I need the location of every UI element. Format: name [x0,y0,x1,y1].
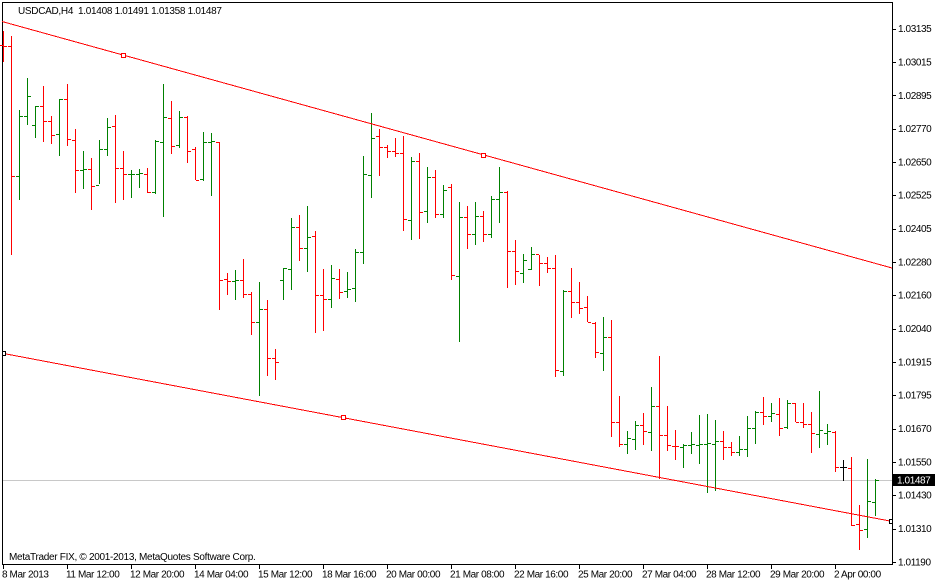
svg-text:1.01795: 1.01795 [898,391,932,402]
svg-text:18 Mar 16:00: 18 Mar 16:00 [322,569,377,580]
svg-text:1.02770: 1.02770 [898,124,932,135]
svg-text:20 Mar 00:00: 20 Mar 00:00 [386,569,441,580]
svg-text:1.01487: 1.01487 [897,476,931,487]
svg-text:1.02650: 1.02650 [898,157,932,168]
svg-text:1.01430: 1.01430 [898,491,932,502]
svg-text:21 Mar 08:00: 21 Mar 08:00 [450,569,505,580]
svg-text:1.02405: 1.02405 [898,224,932,235]
svg-text:MetaTrader FIX, © 2001-2013, M: MetaTrader FIX, © 2001-2013, MetaQuotes … [9,552,255,563]
svg-text:1.03015: 1.03015 [898,57,932,68]
svg-text:1.01190: 1.01190 [898,557,931,568]
svg-text:14 Mar 04:00: 14 Mar 04:00 [194,569,249,580]
svg-text:28 Mar 12:00: 28 Mar 12:00 [706,569,761,580]
svg-text:1.02040: 1.02040 [898,324,932,335]
svg-text:29 Mar 20:00: 29 Mar 20:00 [770,569,825,580]
svg-text:1.01310: 1.01310 [898,524,932,535]
svg-text:12 Mar 20:00: 12 Mar 20:00 [130,569,185,580]
svg-text:8 Mar 2013: 8 Mar 2013 [2,569,49,580]
svg-text:1.02160: 1.02160 [898,291,932,302]
svg-text:22 Mar 16:00: 22 Mar 16:00 [514,569,569,580]
svg-text:27 Mar 04:00: 27 Mar 04:00 [642,569,697,580]
svg-text:15 Mar 12:00: 15 Mar 12:00 [258,569,313,580]
svg-text:25 Mar 20:00: 25 Mar 20:00 [578,569,633,580]
svg-text:1.01670: 1.01670 [898,424,932,435]
svg-text:1.02525: 1.02525 [898,191,932,202]
svg-text:11 Mar 12:00: 11 Mar 12:00 [66,569,120,580]
svg-text:USDCAD,H4 1.01408 1.01491 1.0: USDCAD,H4 1.01408 1.01491 1.01358 1.0148… [18,6,222,17]
svg-text:2 Apr 00:00: 2 Apr 00:00 [834,569,882,580]
svg-text:1.02895: 1.02895 [898,91,932,102]
svg-text:1.01915: 1.01915 [898,357,932,368]
svg-text:1.01550: 1.01550 [898,457,932,468]
svg-text:1.02280: 1.02280 [898,257,932,268]
svg-text:1.03135: 1.03135 [898,24,932,35]
